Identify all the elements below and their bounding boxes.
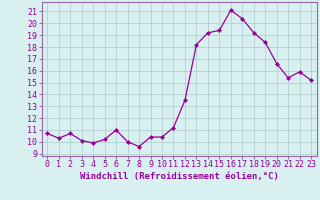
X-axis label: Windchill (Refroidissement éolien,°C): Windchill (Refroidissement éolien,°C)	[80, 172, 279, 181]
